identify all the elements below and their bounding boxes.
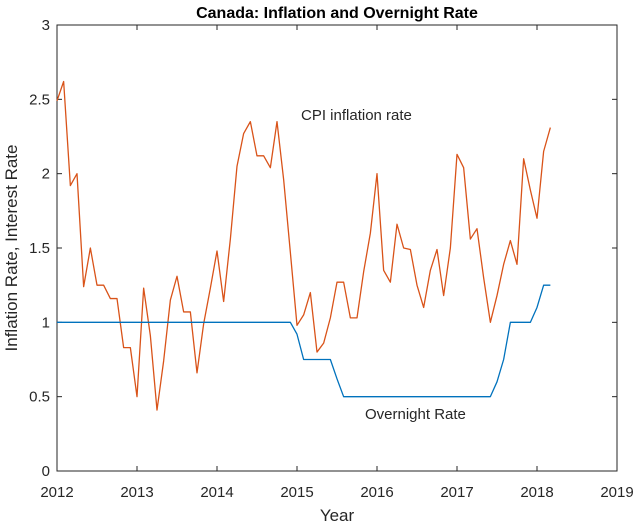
series-line-cpi [56,80,551,411]
y-tick-label: 2 [42,166,50,183]
y-axis: 0 0.5 1 1.5 2 2.5 3 [29,17,617,480]
y-tick-label: 1 [42,314,50,331]
y-tick-label: 2.5 [29,91,50,108]
y-tick-label: 3 [42,17,50,34]
series-line-overnight [57,284,551,398]
annotation-label: CPI inflation rate [301,107,412,124]
x-tick-label: 2014 [200,484,233,501]
x-tick-label: 2018 [520,484,553,501]
x-tick-label: 2019 [600,484,633,501]
x-tick-label: 2016 [360,484,393,501]
x-axis-label: Year [320,506,355,524]
series-layer [56,80,551,411]
x-tick-label: 2013 [120,484,153,501]
x-tick-label: 2015 [280,484,313,501]
chart-title: Canada: Inflation and Overnight Rate [196,5,478,22]
x-axis: 2012 2013 2014 2015 2016 2017 2018 2019 [40,25,634,501]
annotation-label: Overnight Rate [365,406,466,423]
x-tick-label: 2012 [40,484,73,501]
plot-area [56,24,618,472]
annotations: CPI inflation rate Overnight Rate [301,107,466,423]
y-tick-label: 1.5 [29,240,50,257]
y-tick-label: 0.5 [29,389,50,406]
x-tick-label: 2017 [440,484,473,501]
y-axis-label: Inflation Rate, Interest Rate [2,145,21,352]
y-tick-label: 0 [42,463,50,480]
